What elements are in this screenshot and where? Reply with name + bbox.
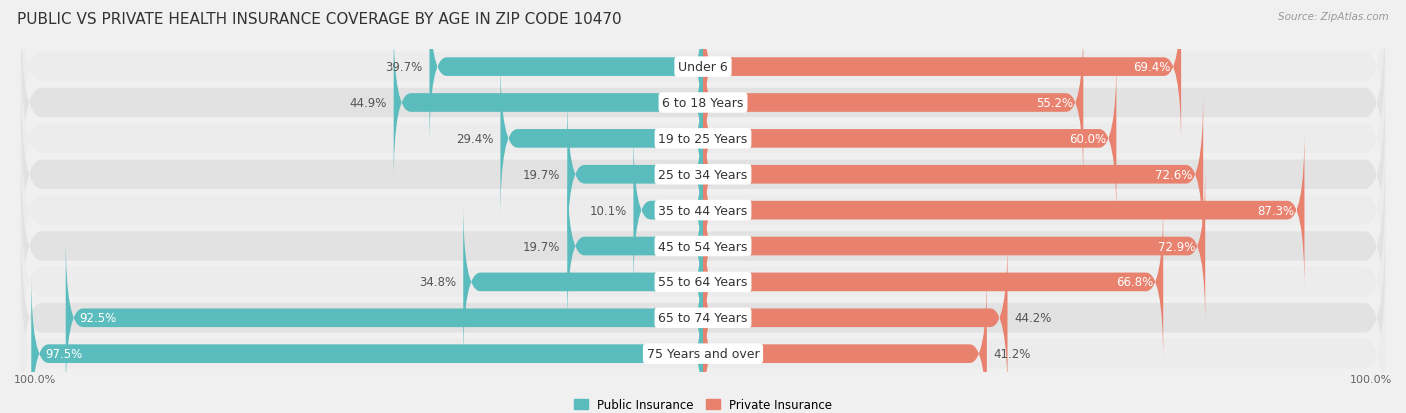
Text: 92.5%: 92.5% xyxy=(80,311,117,325)
Text: 55.2%: 55.2% xyxy=(1036,97,1073,110)
FancyBboxPatch shape xyxy=(567,166,703,327)
Text: 72.6%: 72.6% xyxy=(1156,169,1192,181)
Text: 39.7%: 39.7% xyxy=(385,61,423,74)
FancyBboxPatch shape xyxy=(21,154,1385,339)
Text: 97.5%: 97.5% xyxy=(45,347,83,360)
FancyBboxPatch shape xyxy=(21,190,1385,375)
Text: 66.8%: 66.8% xyxy=(1115,276,1153,289)
Text: Source: ZipAtlas.com: Source: ZipAtlas.com xyxy=(1278,12,1389,22)
Text: 35 to 44 Years: 35 to 44 Years xyxy=(658,204,748,217)
Text: 44.2%: 44.2% xyxy=(1014,311,1052,325)
FancyBboxPatch shape xyxy=(567,95,703,255)
FancyBboxPatch shape xyxy=(21,225,1385,411)
Legend: Public Insurance, Private Insurance: Public Insurance, Private Insurance xyxy=(574,398,832,411)
FancyBboxPatch shape xyxy=(703,274,987,413)
Text: 69.4%: 69.4% xyxy=(1133,61,1171,74)
Text: Under 6: Under 6 xyxy=(678,61,728,74)
Text: 10.1%: 10.1% xyxy=(589,204,627,217)
Text: 60.0%: 60.0% xyxy=(1069,133,1107,145)
FancyBboxPatch shape xyxy=(21,0,1385,160)
FancyBboxPatch shape xyxy=(703,166,1205,327)
Text: 75 Years and over: 75 Years and over xyxy=(647,347,759,360)
Text: 25 to 34 Years: 25 to 34 Years xyxy=(658,169,748,181)
Text: 19.7%: 19.7% xyxy=(523,169,561,181)
FancyBboxPatch shape xyxy=(463,202,703,362)
FancyBboxPatch shape xyxy=(21,82,1385,268)
FancyBboxPatch shape xyxy=(429,0,703,147)
FancyBboxPatch shape xyxy=(703,0,1181,147)
FancyBboxPatch shape xyxy=(703,95,1204,255)
Text: 55 to 64 Years: 55 to 64 Years xyxy=(658,276,748,289)
Text: 41.2%: 41.2% xyxy=(994,347,1031,360)
Text: 100.0%: 100.0% xyxy=(1350,375,1392,385)
FancyBboxPatch shape xyxy=(703,202,1163,362)
Text: 44.9%: 44.9% xyxy=(350,97,387,110)
FancyBboxPatch shape xyxy=(21,11,1385,196)
FancyBboxPatch shape xyxy=(31,274,703,413)
Text: 45 to 54 Years: 45 to 54 Years xyxy=(658,240,748,253)
Text: 87.3%: 87.3% xyxy=(1257,204,1294,217)
FancyBboxPatch shape xyxy=(501,59,703,219)
Text: 100.0%: 100.0% xyxy=(14,375,56,385)
FancyBboxPatch shape xyxy=(21,261,1385,413)
Text: 34.8%: 34.8% xyxy=(419,276,457,289)
FancyBboxPatch shape xyxy=(703,131,1305,291)
Text: 72.9%: 72.9% xyxy=(1157,240,1195,253)
Text: 6 to 18 Years: 6 to 18 Years xyxy=(662,97,744,110)
FancyBboxPatch shape xyxy=(703,59,1116,219)
Text: 29.4%: 29.4% xyxy=(456,133,494,145)
Text: 65 to 74 Years: 65 to 74 Years xyxy=(658,311,748,325)
FancyBboxPatch shape xyxy=(66,238,703,398)
FancyBboxPatch shape xyxy=(703,238,1008,398)
Text: PUBLIC VS PRIVATE HEALTH INSURANCE COVERAGE BY AGE IN ZIP CODE 10470: PUBLIC VS PRIVATE HEALTH INSURANCE COVER… xyxy=(17,12,621,27)
FancyBboxPatch shape xyxy=(634,131,703,291)
FancyBboxPatch shape xyxy=(21,118,1385,303)
FancyBboxPatch shape xyxy=(21,46,1385,232)
Text: 19 to 25 Years: 19 to 25 Years xyxy=(658,133,748,145)
Text: 19.7%: 19.7% xyxy=(523,240,561,253)
FancyBboxPatch shape xyxy=(703,23,1083,183)
FancyBboxPatch shape xyxy=(394,23,703,183)
